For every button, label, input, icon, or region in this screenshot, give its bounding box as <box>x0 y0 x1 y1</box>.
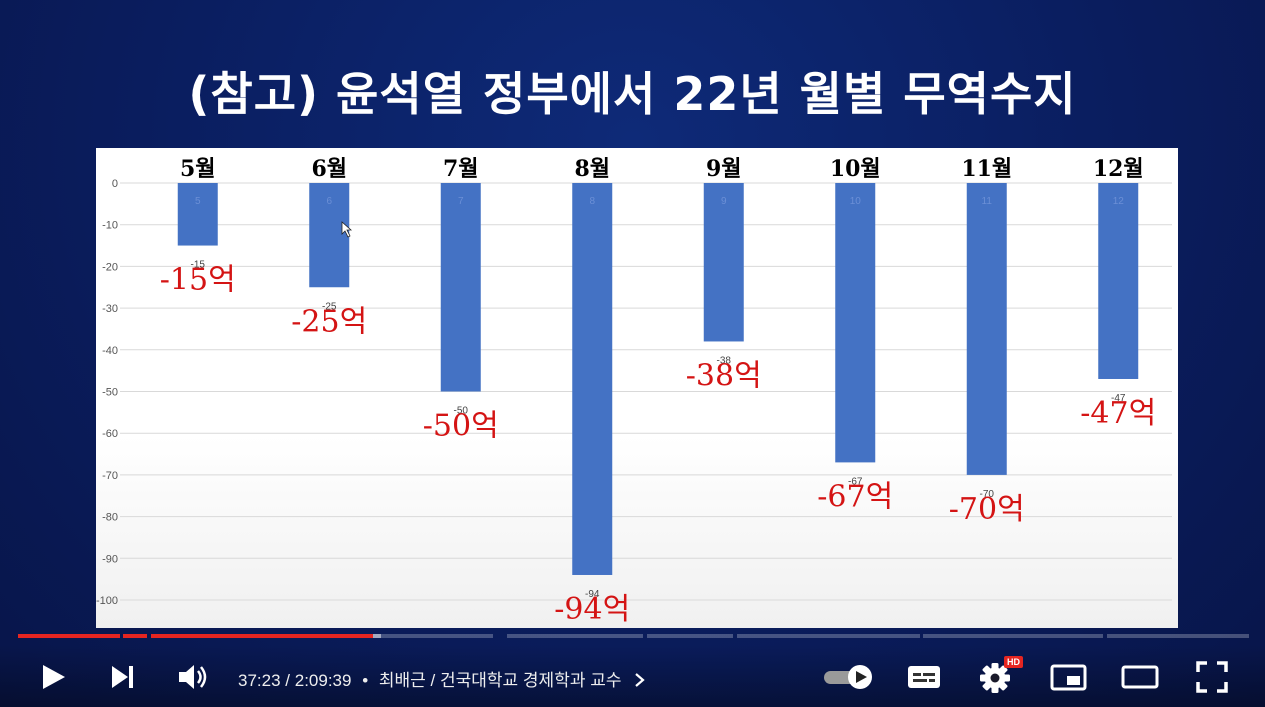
month-label: 10월 <box>830 156 881 182</box>
y-tick-label: -70 <box>102 470 118 482</box>
time-separator: / <box>285 671 291 690</box>
chapter-segment[interactable] <box>923 634 1103 638</box>
annotation-label: -38억 <box>686 358 762 393</box>
mouse-cursor-icon <box>341 221 353 238</box>
autoplay-toggle-icon <box>824 665 872 689</box>
progress-bar[interactable] <box>18 634 1249 639</box>
data-label: -47 <box>1111 393 1126 404</box>
played-segment <box>151 634 374 638</box>
bar-chart: 0 -10 -20 -30 -40 -50 -60 -70 -80 -90 -100 5월 5 -15-1… <box>96 156 1172 627</box>
month-label: 7월 <box>443 156 479 182</box>
data-label: -67 <box>848 476 863 487</box>
bar <box>703 183 744 342</box>
y-tick-label: -80 <box>102 512 118 524</box>
hd-badge: HD <box>1004 656 1023 668</box>
data-label: -38 <box>717 355 732 366</box>
y-tick-label: -90 <box>102 553 118 565</box>
y-tick-label: 0 <box>112 178 118 190</box>
y-tick-label: -20 <box>102 261 118 273</box>
data-label: -15 <box>191 260 206 271</box>
slide-title: (참고) 윤석열 정부에서 22년 월별 무역수지 <box>188 67 1077 121</box>
data-label: -50 <box>454 406 469 417</box>
y-tick-label: -10 <box>102 220 118 232</box>
annotation-label: -15억 <box>160 263 236 298</box>
theater-icon <box>1121 665 1159 689</box>
subtitles-icon <box>908 666 940 688</box>
player-controls: 37:23 / 2:09:39 • 최배근 / 건국대학교 경제학과 교수 <box>0 645 1265 707</box>
time-display: 37:23 / 2:09:39 • 최배근 / 건국대학교 경제학과 교수 <box>238 666 646 691</box>
subtitles-button[interactable] <box>906 663 942 691</box>
bar-index-label: 10 <box>850 196 862 207</box>
bar-index-label: 9 <box>721 196 727 207</box>
bar-index-label: 11 <box>982 196 993 207</box>
bar-index-label: 8 <box>589 196 595 207</box>
y-tick-label: -30 <box>102 303 118 315</box>
y-tick-label: -50 <box>102 387 118 399</box>
next-button[interactable] <box>108 663 138 691</box>
miniplayer-button[interactable] <box>1050 663 1088 691</box>
annotation-label: -47억 <box>1080 396 1156 431</box>
annotation-label: -67억 <box>817 479 893 514</box>
time-total: 2:09:39 <box>294 671 352 690</box>
bar-index-label: 12 <box>1113 196 1125 207</box>
annotation-label: -70억 <box>949 492 1025 527</box>
chapter-segment[interactable] <box>647 634 733 638</box>
chapter-segment[interactable] <box>737 634 920 638</box>
volume-button[interactable] <box>176 662 210 692</box>
month-label: 12월 <box>1093 156 1144 182</box>
chapter-title[interactable]: 최배근 / 건국대학교 경제학과 교수 <box>378 671 622 690</box>
bar <box>572 183 613 575</box>
y-tick-label: -60 <box>102 428 118 440</box>
data-label: -25 <box>322 301 337 312</box>
autoplay-toggle[interactable] <box>822 664 874 690</box>
bullet-separator: • <box>362 671 369 690</box>
chapter-segment[interactable] <box>1107 634 1249 638</box>
bar <box>966 183 1007 475</box>
month-label: 6월 <box>311 156 347 182</box>
month-label: 5월 <box>180 156 216 182</box>
bar <box>177 183 218 246</box>
bar <box>440 183 481 392</box>
y-tick-label: -40 <box>102 345 118 357</box>
y-tick-label: -100 <box>96 595 118 607</box>
time-current: 37:23 <box>238 671 281 690</box>
settings-icon <box>980 663 1010 693</box>
bar <box>309 183 350 288</box>
month-label: 11월 <box>961 156 1012 182</box>
annotation-label: -25억 <box>291 304 367 339</box>
annotation-label: -50억 <box>423 409 499 444</box>
data-label: -94 <box>585 589 600 600</box>
chapter-segment[interactable] <box>507 634 643 638</box>
month-label: 9월 <box>706 156 742 182</box>
played-segment <box>123 634 147 638</box>
volume-icon <box>179 665 207 689</box>
chart-panel: 0 -10 -20 -30 -40 -50 -60 -70 -80 -90 -100 5월 5 -15 -1… <box>96 148 1178 628</box>
bar-index-label: 5 <box>195 196 201 207</box>
bar-index-label: 7 <box>458 196 464 207</box>
next-icon <box>112 666 133 688</box>
chevron-right-icon[interactable] <box>632 672 646 688</box>
theater-button[interactable] <box>1120 663 1160 691</box>
settings-button[interactable]: HD <box>978 656 1026 693</box>
play-button[interactable] <box>38 662 68 692</box>
miniplayer-icon <box>1050 664 1087 691</box>
data-label: -70 <box>980 489 995 500</box>
annotation-label: -94억 <box>554 592 630 627</box>
play-icon <box>43 665 65 689</box>
fullscreen-icon <box>1196 661 1228 693</box>
month-label: 8월 <box>574 156 610 182</box>
played-segment <box>18 634 120 638</box>
bar-index-label: 6 <box>326 196 332 207</box>
bar <box>1098 183 1139 379</box>
bar <box>835 183 876 463</box>
fullscreen-button[interactable] <box>1195 660 1229 694</box>
